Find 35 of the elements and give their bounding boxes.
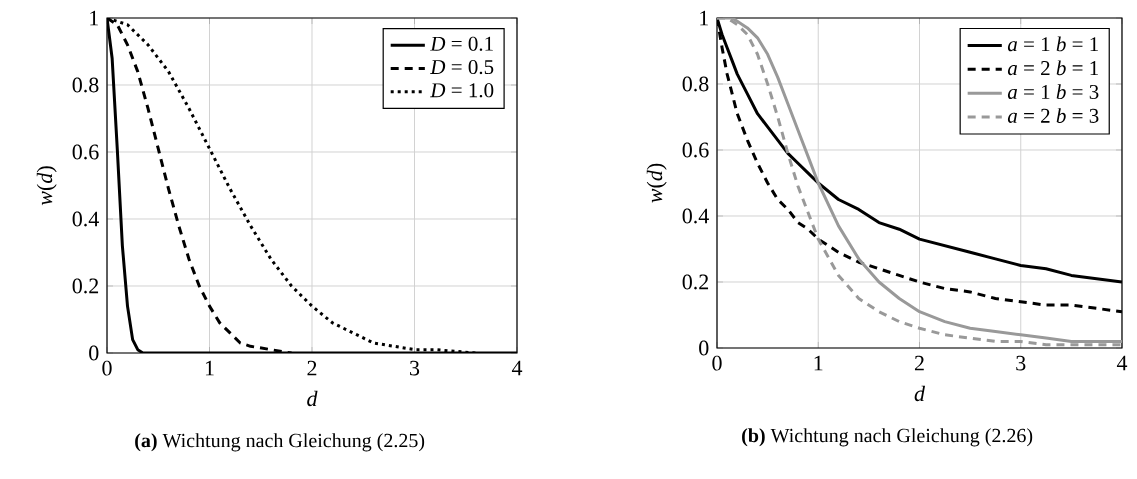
legend-label: D = 1.0	[430, 83, 494, 98]
legend-label: a = 2 b = 3	[1007, 108, 1099, 123]
y-tick-label: 0	[699, 340, 709, 356]
x-axis-title: d	[914, 385, 926, 402]
text: (b) Wichtung nach Gleichung (2.26)	[742, 428, 1033, 447]
x-tick-label: 1	[205, 360, 214, 376]
y-tick-label: 0.6	[72, 144, 99, 160]
y-tick-label: 0.8	[682, 76, 709, 92]
legend-label: a = 1 b = 3	[1007, 84, 1099, 100]
x-tick-label: 4	[511, 360, 523, 376]
x-tick-label: 3	[410, 360, 420, 376]
y-tick-label: 1	[90, 10, 98, 26]
legend-label: D = 0.1	[430, 36, 493, 51]
x-tick-label: 2	[914, 355, 924, 371]
y-tick-label: 0.4	[682, 208, 709, 224]
x-tick-label: 2	[307, 360, 317, 376]
x-tick-label: 1	[814, 355, 823, 371]
x-tick-label: 4	[1116, 355, 1128, 371]
y-tick-label: 0.8	[72, 77, 99, 93]
x-tick-label: 0	[102, 360, 112, 376]
legend-label: D = 0.5	[430, 59, 494, 75]
y-tick-label: 0.2	[72, 278, 99, 294]
x-tick-label: 0	[712, 355, 722, 371]
y-tick-label: 0.6	[682, 142, 709, 158]
y-axis-title: w(d)	[646, 163, 667, 203]
x-axis-title: d	[307, 390, 318, 407]
y-tick-label: 0.2	[682, 274, 709, 290]
y-tick-label: 0	[89, 345, 99, 361]
text: (a) Wichtung nach Gleichung (2.25)	[135, 433, 425, 452]
y-tick-label: 0.4	[72, 211, 99, 227]
y-axis-title: w(d)	[36, 166, 57, 206]
legend-label: a = 1 b = 1	[1007, 36, 1098, 52]
x-tick-label: 3	[1016, 355, 1026, 371]
legend-label: a = 2 b = 1	[1007, 60, 1098, 76]
y-tick-label: 1	[700, 10, 708, 26]
